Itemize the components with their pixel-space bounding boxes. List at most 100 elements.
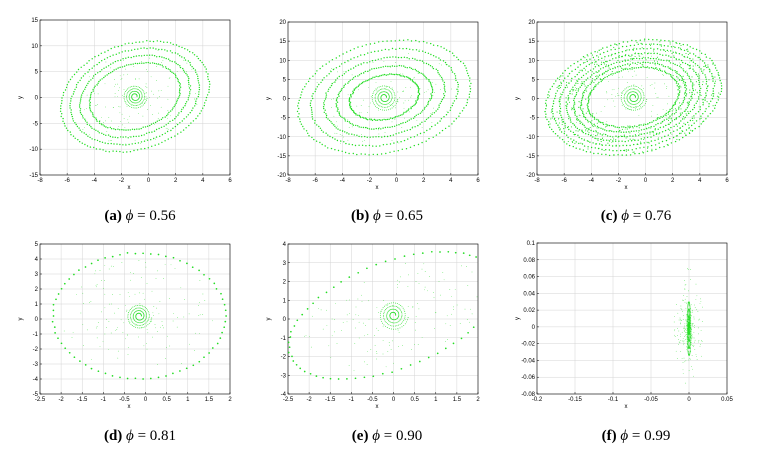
data-point [568,72,571,75]
data-point [705,118,707,120]
data-point [577,106,580,108]
data-point [319,141,321,144]
data-point [370,102,371,104]
data-point [398,313,400,315]
data-point [386,88,388,90]
data-point [654,128,656,130]
data-point [467,331,469,334]
data-point [348,121,351,123]
data-point [647,61,649,64]
data-point [104,280,105,281]
data-point [574,68,577,71]
data-point [132,85,134,87]
data-point [114,79,115,80]
data-point [364,126,367,129]
data-point [412,68,414,71]
data-point [362,99,364,101]
data-point [454,77,457,79]
data-point [60,105,62,107]
data-point [642,124,645,126]
data-point [384,126,387,129]
data-point [632,135,634,137]
x-tick-label: -2.5 [283,397,294,403]
data-point [379,75,381,77]
data-point [646,66,649,68]
data-point [679,47,682,49]
data-point [638,55,640,57]
data-point [712,62,714,64]
data-point [638,58,641,60]
data-point [95,119,98,121]
data-point [342,53,344,55]
data-point [401,326,403,328]
data-point [659,146,661,149]
data-point [580,103,582,105]
y-tick-label: 10 [528,58,535,64]
data-point [640,133,643,135]
data-point [594,59,596,61]
data-point [400,65,403,67]
data-point [466,99,469,101]
data-point [688,358,690,359]
data-point [664,70,666,72]
data-point [551,105,554,108]
data-point [630,88,632,90]
data-point [712,90,714,92]
data-point [152,40,155,43]
data-point [119,376,121,379]
data-point [578,101,580,103]
data-point [687,345,689,347]
data-point [112,62,114,64]
data-point [386,316,388,318]
data-point [668,59,670,61]
data-point [642,101,644,103]
data-point [553,117,556,120]
data-point [198,88,201,91]
data-point [699,91,701,94]
data-point [389,309,391,311]
data-point [617,154,619,156]
data-point [107,142,109,145]
data-point [404,314,406,316]
data-point [588,127,590,130]
data-point [427,118,429,120]
data-point [687,353,689,355]
data-point [652,120,655,122]
data-point [98,120,101,123]
y-tick-label: -5 [281,116,287,122]
data-point [582,56,585,58]
data-point [605,73,607,75]
data-point [451,71,454,73]
data-point [620,92,622,93]
data-point [629,125,631,127]
data-point [176,77,179,80]
data-point [377,98,379,100]
data-point [386,92,388,93]
data-point [102,288,104,289]
data-point [700,115,702,117]
data-point [581,104,583,106]
data-point [635,135,637,137]
data-point [643,40,645,42]
data-point [388,320,390,322]
data-point [470,308,471,310]
data-point [127,56,130,58]
data-point [88,60,90,62]
y-axis-label: y [18,318,24,321]
data-point [330,84,333,87]
data-point [669,115,671,117]
data-point [355,65,357,67]
data-point [368,79,370,81]
data-point [656,48,659,50]
data-point [94,56,96,58]
data-point [672,75,674,77]
data-point [570,121,572,123]
data-point [643,146,645,148]
y-tick-label: 15 [279,39,286,45]
data-point [596,118,598,121]
data-point [329,135,331,138]
data-point [581,98,583,100]
data-point [570,138,572,140]
data-point [414,322,416,323]
data-point [624,128,626,130]
